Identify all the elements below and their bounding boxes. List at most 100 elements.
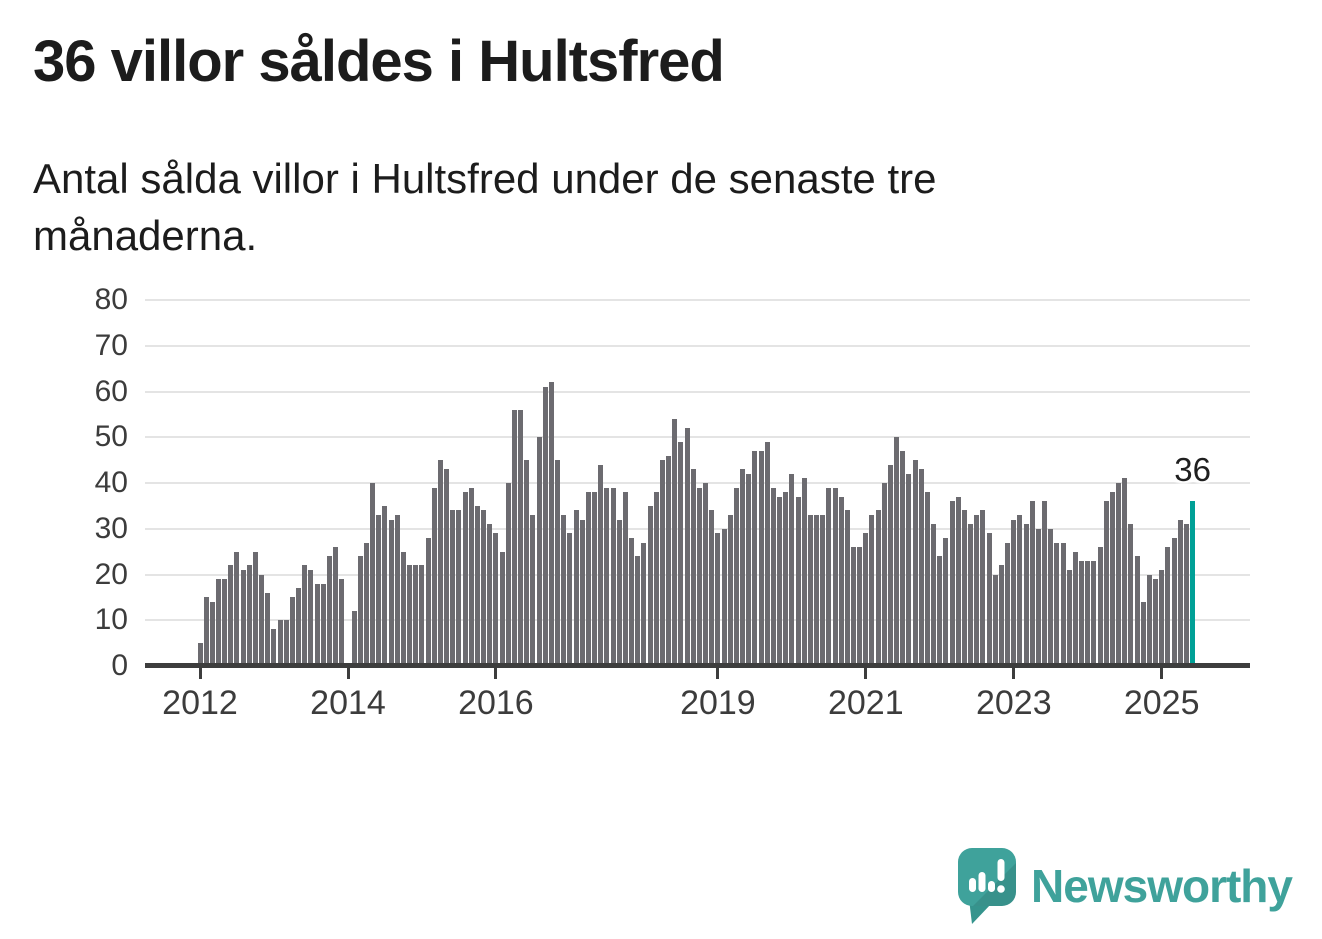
bar <box>647 505 653 666</box>
bar <box>592 492 598 666</box>
bar <box>838 496 844 666</box>
bar <box>271 629 277 666</box>
bar <box>456 510 462 666</box>
bar <box>388 519 394 666</box>
x-axis-tick <box>198 666 202 679</box>
x-axis-tick-label: 2014 <box>310 684 386 722</box>
x-axis-tick-label: 2023 <box>975 684 1052 722</box>
bar <box>746 473 752 666</box>
x-axis-tick-label: 2016 <box>458 684 534 722</box>
bar <box>302 565 308 666</box>
bar <box>1146 574 1152 666</box>
y-axis-tick-label: 80 <box>94 283 128 316</box>
value-label: 36 <box>1174 451 1211 489</box>
bar <box>875 510 881 666</box>
bar <box>863 533 869 666</box>
bar <box>653 492 659 666</box>
bar <box>425 537 431 666</box>
bar <box>407 565 413 666</box>
bar <box>709 510 715 666</box>
bar <box>542 386 548 666</box>
x-axis-tick-label: 2012 <box>162 684 238 722</box>
bar <box>678 441 684 666</box>
bar <box>579 519 585 666</box>
bar <box>283 620 289 666</box>
x-axis-tick <box>1012 666 1016 679</box>
bar <box>764 441 770 666</box>
bar <box>826 487 832 666</box>
bar <box>548 382 554 666</box>
bar <box>437 460 443 666</box>
bar <box>351 611 357 666</box>
bar <box>733 487 739 666</box>
bar <box>1054 542 1060 666</box>
x-axis-tick-label: 2025 <box>1123 684 1200 722</box>
bar <box>1153 579 1159 666</box>
bar <box>1023 524 1029 666</box>
bar <box>468 487 474 666</box>
bar <box>536 437 542 666</box>
bar <box>246 565 252 666</box>
bar <box>1091 560 1097 666</box>
bar <box>850 547 856 666</box>
bar <box>998 565 1004 666</box>
bar <box>887 464 893 666</box>
bar <box>413 565 419 666</box>
bar <box>795 496 801 666</box>
gridline <box>145 436 1250 439</box>
bar <box>949 501 955 666</box>
y-axis-tick-label: 0 <box>111 649 128 682</box>
bar <box>1017 515 1023 666</box>
bar <box>400 551 406 666</box>
bar <box>900 451 906 666</box>
bar <box>974 515 980 666</box>
bar <box>234 551 240 666</box>
bar <box>635 556 641 666</box>
bar <box>1085 560 1091 666</box>
bar <box>1165 547 1171 666</box>
gridline <box>145 344 1250 347</box>
bar <box>629 537 635 666</box>
bar <box>641 542 647 666</box>
bar <box>505 483 511 666</box>
bar <box>1116 483 1122 666</box>
bar <box>326 556 332 666</box>
bar <box>721 528 727 666</box>
bar <box>394 515 400 666</box>
bar <box>209 602 215 666</box>
bar <box>203 597 209 666</box>
bar <box>715 533 721 666</box>
bar <box>370 483 376 666</box>
bar <box>289 597 295 666</box>
bar <box>376 515 382 666</box>
bar <box>696 487 702 666</box>
x-axis-tick <box>716 666 720 679</box>
bar <box>382 505 388 666</box>
bar <box>265 592 271 666</box>
bar <box>924 492 930 666</box>
bar <box>474 505 480 666</box>
chart-bubble-icon <box>958 848 1017 924</box>
bar <box>296 588 302 666</box>
bar <box>1171 537 1177 666</box>
bar <box>511 409 517 666</box>
bar <box>314 583 320 666</box>
bar <box>814 515 819 666</box>
bar <box>1029 501 1035 666</box>
bar <box>259 574 265 666</box>
bar <box>931 524 937 666</box>
y-axis-tick-label: 10 <box>94 603 128 637</box>
bar <box>610 487 616 666</box>
bar <box>1042 501 1048 666</box>
chart-subtitle: Antal sålda villor i Hultsfred under de … <box>33 155 937 260</box>
bar <box>789 473 795 666</box>
bar <box>801 478 807 666</box>
bar <box>222 579 228 666</box>
bar <box>690 469 696 666</box>
x-axis-tick-label: 2019 <box>680 684 756 722</box>
y-axis-tick-label: 70 <box>94 328 128 362</box>
bar <box>444 469 450 666</box>
bar <box>419 565 425 666</box>
bar <box>881 483 887 666</box>
